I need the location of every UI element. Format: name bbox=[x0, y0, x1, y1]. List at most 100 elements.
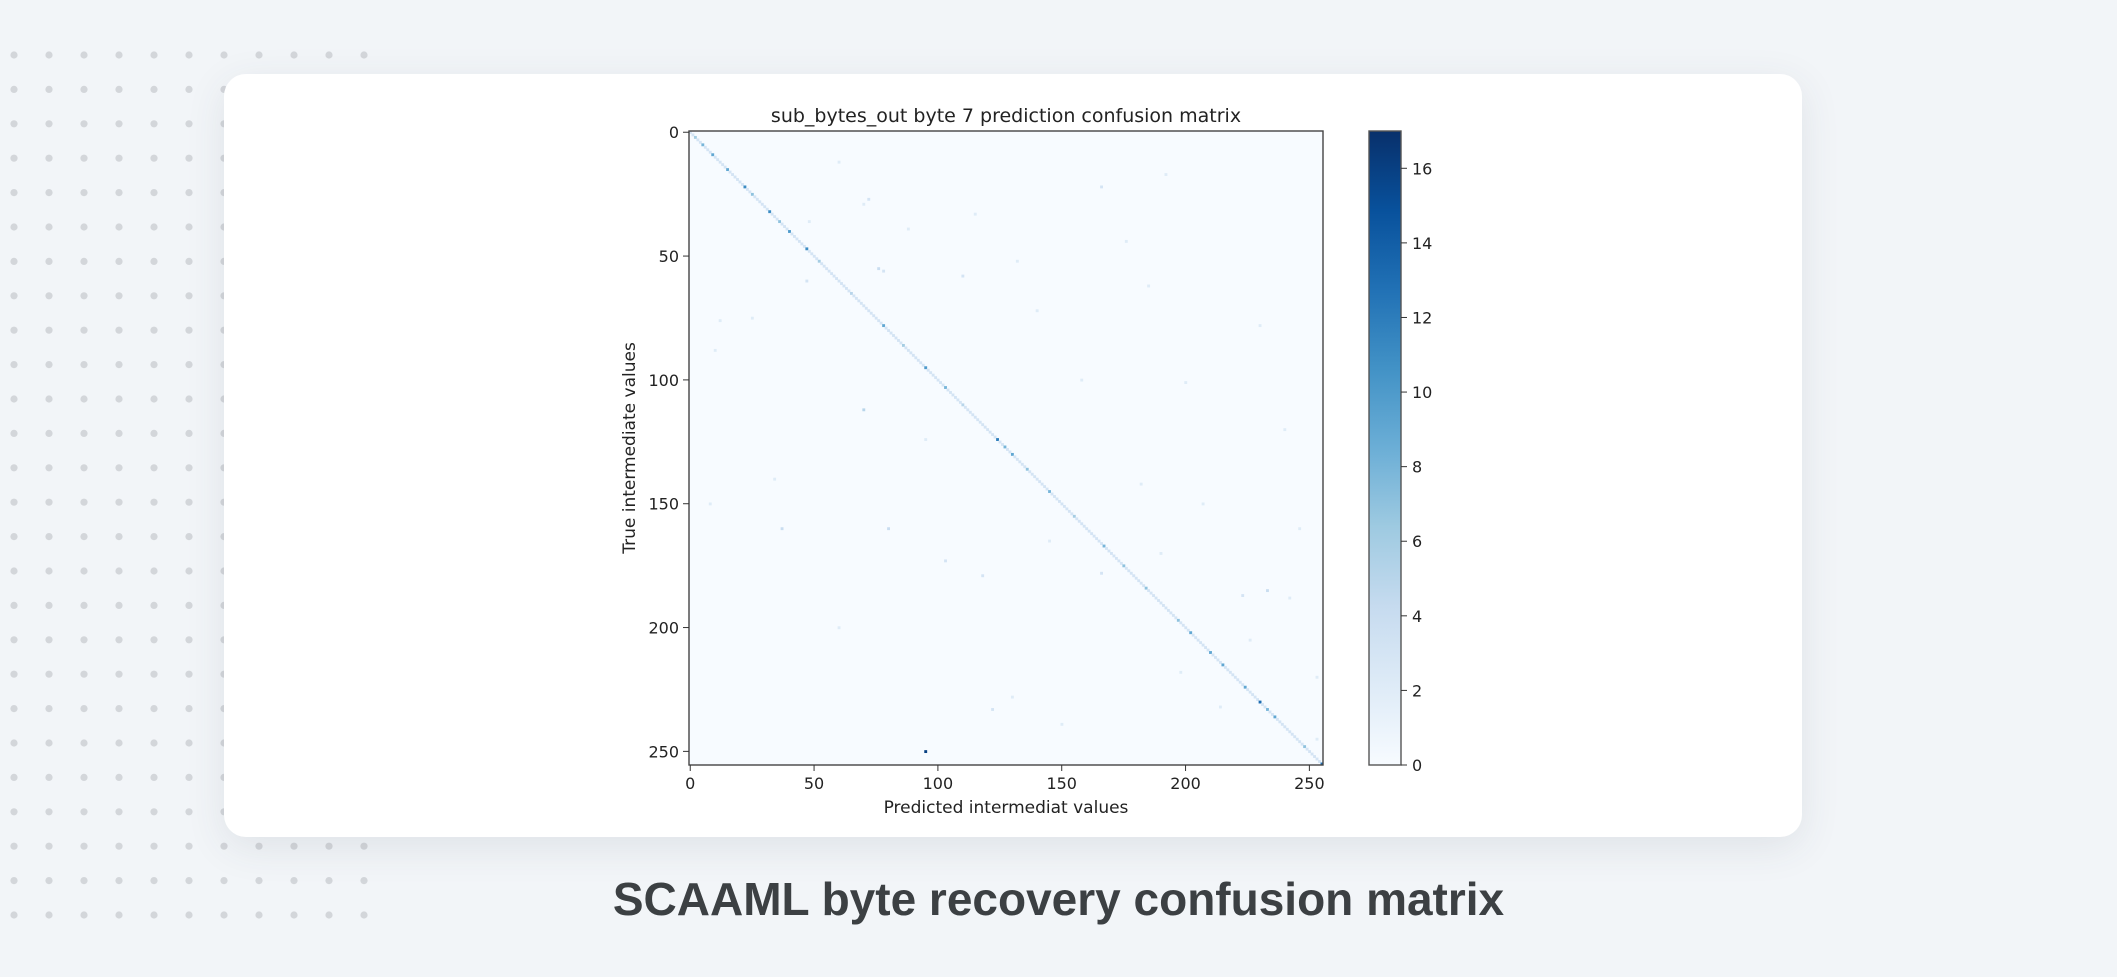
decor-dot bbox=[115, 705, 123, 713]
decor-dot bbox=[115, 257, 123, 265]
off-diagonal-cell bbox=[867, 197, 871, 201]
diagonal-cell bbox=[946, 388, 950, 392]
decor-dot bbox=[10, 395, 18, 403]
diagonal-cell bbox=[934, 376, 938, 380]
decor-dot bbox=[45, 189, 53, 197]
diagonal-cell bbox=[1058, 500, 1061, 503]
diagonal-cell bbox=[986, 428, 990, 432]
decor-dot bbox=[150, 429, 158, 437]
diagonal-cell bbox=[1001, 443, 1004, 446]
diagonal-cell bbox=[869, 311, 873, 315]
diagonal-cell bbox=[745, 187, 749, 191]
off-diagonal-cell bbox=[1100, 571, 1103, 575]
decor-dot bbox=[360, 842, 368, 850]
decor-dot bbox=[45, 773, 53, 782]
decor-dot bbox=[290, 877, 298, 885]
decor-dot bbox=[115, 533, 123, 541]
diagonal-cell bbox=[815, 257, 819, 261]
diagonal-cell bbox=[1132, 574, 1136, 578]
decor-dot bbox=[185, 911, 193, 919]
diagonal-cell bbox=[1278, 720, 1282, 724]
diagonal-cell bbox=[1137, 579, 1141, 583]
diagonal-cell bbox=[1171, 613, 1175, 617]
decor-dot bbox=[185, 326, 193, 334]
diagonal-cell bbox=[785, 227, 789, 231]
decor-dot bbox=[115, 361, 123, 369]
diagonal-cell bbox=[961, 403, 965, 407]
diagonal-cell bbox=[859, 301, 863, 305]
diagonal-cell bbox=[1221, 663, 1225, 667]
diagonal-cell bbox=[1280, 722, 1284, 726]
decor-dot bbox=[115, 292, 123, 300]
decor-dot bbox=[80, 189, 88, 197]
diagonal-cell bbox=[768, 210, 772, 214]
diagonal-cell bbox=[770, 212, 774, 216]
diagonal-cell bbox=[1139, 581, 1143, 585]
decor-dot bbox=[10, 498, 18, 506]
diagonal-cell bbox=[981, 423, 985, 427]
colorbar-tick-label: 4 bbox=[1412, 607, 1422, 626]
off-diagonal-cell bbox=[713, 348, 717, 352]
decor-dot bbox=[185, 429, 193, 437]
diagonal-cell bbox=[956, 398, 960, 402]
diagonal-cell bbox=[1147, 589, 1151, 593]
decor-dot bbox=[185, 670, 193, 678]
decor-dot bbox=[150, 257, 158, 265]
decor-dot bbox=[185, 154, 193, 162]
off-diagonal-cell bbox=[1241, 594, 1245, 597]
off-diagonal-cell bbox=[924, 750, 928, 754]
decor-dot bbox=[45, 154, 53, 162]
diagonal-cell bbox=[1006, 448, 1009, 451]
diagonal-cell bbox=[892, 334, 895, 337]
decor-dot bbox=[45, 636, 53, 644]
diagonal-cell bbox=[1184, 626, 1188, 630]
decor-dot bbox=[45, 533, 53, 541]
decor-dot bbox=[115, 154, 123, 162]
axes-frame bbox=[688, 130, 1324, 766]
diagonal-cell bbox=[800, 242, 804, 246]
diagonal-cell bbox=[696, 138, 700, 142]
decor-dot bbox=[45, 567, 53, 575]
diagonal-cell bbox=[1238, 680, 1242, 684]
figure-caption: SCAAML byte recovery confusion matrix bbox=[612, 873, 1505, 925]
decor-dot bbox=[115, 842, 123, 850]
diagonal-cell bbox=[1038, 480, 1042, 484]
diagonal-cell bbox=[1157, 599, 1160, 602]
diagonal-cell bbox=[1102, 544, 1106, 548]
diagonal-cell bbox=[1067, 509, 1071, 513]
diagonal-cell bbox=[1154, 596, 1158, 600]
decor-dot bbox=[45, 498, 53, 506]
decor-dot bbox=[150, 533, 158, 541]
diagonal-cell bbox=[840, 282, 843, 285]
decor-dot bbox=[80, 51, 88, 59]
diagonal-cell bbox=[760, 202, 764, 206]
diagonal-cell bbox=[755, 197, 759, 201]
off-diagonal-cell bbox=[973, 212, 977, 216]
decor-dot bbox=[45, 395, 53, 403]
off-diagonal-cell bbox=[718, 319, 722, 323]
off-diagonal-cell bbox=[944, 559, 947, 563]
decor-dot bbox=[10, 154, 18, 162]
diagonal-cell bbox=[750, 192, 754, 196]
diagonal-cell bbox=[1105, 547, 1108, 550]
decor-dot bbox=[10, 51, 18, 59]
diagonal-cell bbox=[951, 393, 955, 397]
diagonal-cell bbox=[703, 145, 707, 149]
decor-dot bbox=[45, 85, 53, 93]
decor-dot bbox=[185, 705, 193, 713]
decor-dot bbox=[150, 842, 158, 850]
diagonal-cell bbox=[1127, 569, 1131, 573]
diagonal-cell bbox=[763, 205, 767, 209]
decor-dot bbox=[10, 292, 18, 300]
diagonal-cell bbox=[988, 430, 992, 434]
decor-dot bbox=[80, 292, 88, 300]
colorbar-tick-label: 6 bbox=[1412, 532, 1422, 551]
diagonal-cell bbox=[1043, 485, 1047, 489]
x-axis-label: Predicted intermediat values bbox=[884, 798, 1129, 818]
decor-dot bbox=[80, 636, 88, 644]
decor-dot bbox=[45, 705, 53, 713]
diagonal-cell bbox=[1020, 462, 1024, 466]
x-tick-label: 50 bbox=[804, 774, 824, 793]
decor-dot bbox=[150, 567, 158, 575]
y-tick-label: 200 bbox=[648, 619, 679, 638]
